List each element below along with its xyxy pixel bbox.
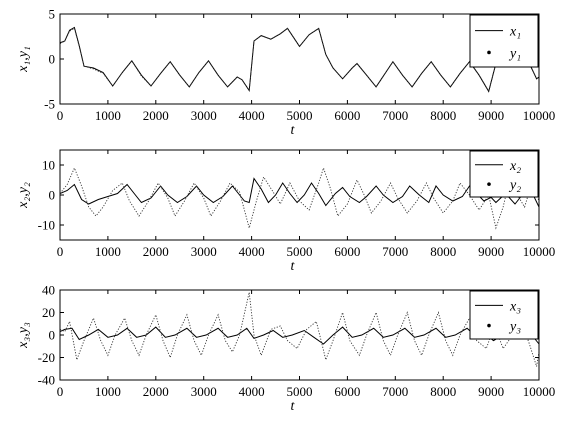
subplot-3: 0 1000 2000 3000 4000 5000 6000 7000 8000 9000 100… (16, 283, 555, 415)
series-line-y1 (60, 27, 539, 93)
x-tick-label: 6000 (334, 108, 360, 123)
x-tick-label: 3000 (191, 244, 217, 259)
series-line-x1 (60, 26, 539, 93)
plot-area (60, 166, 539, 230)
y-tick-label: 20 (42, 305, 55, 320)
x-tick-label: 2000 (143, 108, 169, 123)
legend-label: y₁ (508, 46, 521, 61)
x-axis-label: t (291, 399, 296, 414)
x-tick-label: 10000 (523, 244, 556, 259)
legend: x₃ y₃ (469, 290, 539, 340)
series-line-x2 (60, 177, 539, 208)
x-axis-label: t (291, 259, 296, 274)
x-tick-label: 8000 (430, 108, 456, 123)
legend: x₁ y₁ (469, 14, 539, 68)
y-tick-label: 40 (42, 283, 55, 298)
legend-label: x₃ (509, 299, 521, 314)
x-tick-label: 2000 (143, 384, 169, 399)
x-tick-label: 7000 (382, 384, 408, 399)
y-tick-label: -5 (44, 97, 55, 112)
x-tick-label: 0 (57, 108, 64, 123)
x-tick-label: 2000 (143, 244, 169, 259)
x-tick-label: 1000 (95, 244, 121, 259)
x-tick-label: 7000 (382, 108, 408, 123)
x-tick-label: 0 (57, 384, 64, 399)
plot-area (60, 292, 539, 367)
y-tick-label: 0 (49, 188, 56, 203)
legend-box (469, 150, 539, 198)
x-tick-label: 0 (57, 244, 64, 259)
y-axis-label: x₂,y₂ (16, 182, 31, 209)
x-tick-label: 9000 (478, 384, 504, 399)
x-axis-label: t (291, 123, 296, 138)
legend: x₂ y₂ (469, 150, 539, 198)
x-tick-label: 4000 (239, 244, 265, 259)
legend-box (469, 14, 539, 68)
x-tick-label: 4000 (239, 384, 265, 399)
x-tick-label: 4000 (239, 108, 265, 123)
x-tick-label: 8000 (430, 384, 456, 399)
axes-frame (59, 13, 540, 105)
subplot-1: 0 1000 2000 3000 4000 5000 6000 7000 8000 9000 100… (16, 7, 555, 139)
series-line-x3 (60, 326, 539, 345)
x-tick-label: 1000 (95, 384, 121, 399)
y-tick-label: 10 (42, 158, 55, 173)
y-tick-label: 0 (49, 328, 56, 343)
x-tick-label: 7000 (382, 244, 408, 259)
x-tick-label: 10000 (523, 384, 556, 399)
x-tick-label: 5000 (287, 244, 313, 259)
x-tick-label: 8000 (430, 244, 456, 259)
x-tick-label: 3000 (191, 108, 217, 123)
legend-marker (487, 50, 491, 55)
subplot-2: 0 1000 2000 3000 4000 5000 6000 7000 8000 9000 100… (16, 149, 556, 274)
legend-label: x₁ (509, 25, 521, 40)
legend-marker (487, 323, 491, 328)
legend-label: y₃ (508, 320, 521, 335)
legend-marker (487, 182, 491, 186)
x-tick-label: 6000 (334, 384, 360, 399)
y-axis-label: x₃,y₃ (16, 322, 31, 349)
x-tick-label: 6000 (334, 244, 360, 259)
y-tick-label: 0 (49, 52, 56, 67)
axes-frame (59, 149, 540, 241)
x-tick-label: 1000 (95, 108, 121, 123)
series-line-y3 (60, 292, 539, 367)
y-tick-label: -20 (38, 350, 55, 365)
axes-frame (59, 289, 540, 381)
x-tick-label: 5000 (287, 108, 313, 123)
legend-box (469, 290, 539, 340)
x-tick-label: 5000 (287, 384, 313, 399)
y-axis-label: x₁,y₁ (16, 46, 31, 73)
legend-label: y₂ (508, 178, 521, 193)
y-tick-label: -40 (38, 373, 55, 388)
x-tick-label: 9000 (478, 244, 504, 259)
x-tick-label: 9000 (478, 108, 504, 123)
x-tick-label: 3000 (191, 384, 217, 399)
series-line-y2 (60, 166, 539, 230)
legend-label: x₂ (509, 159, 521, 174)
x-tick-label: 10000 (523, 108, 556, 123)
y-tick-label: -10 (38, 218, 55, 233)
y-tick-label: 5 (49, 7, 56, 22)
plot-area (60, 26, 539, 93)
